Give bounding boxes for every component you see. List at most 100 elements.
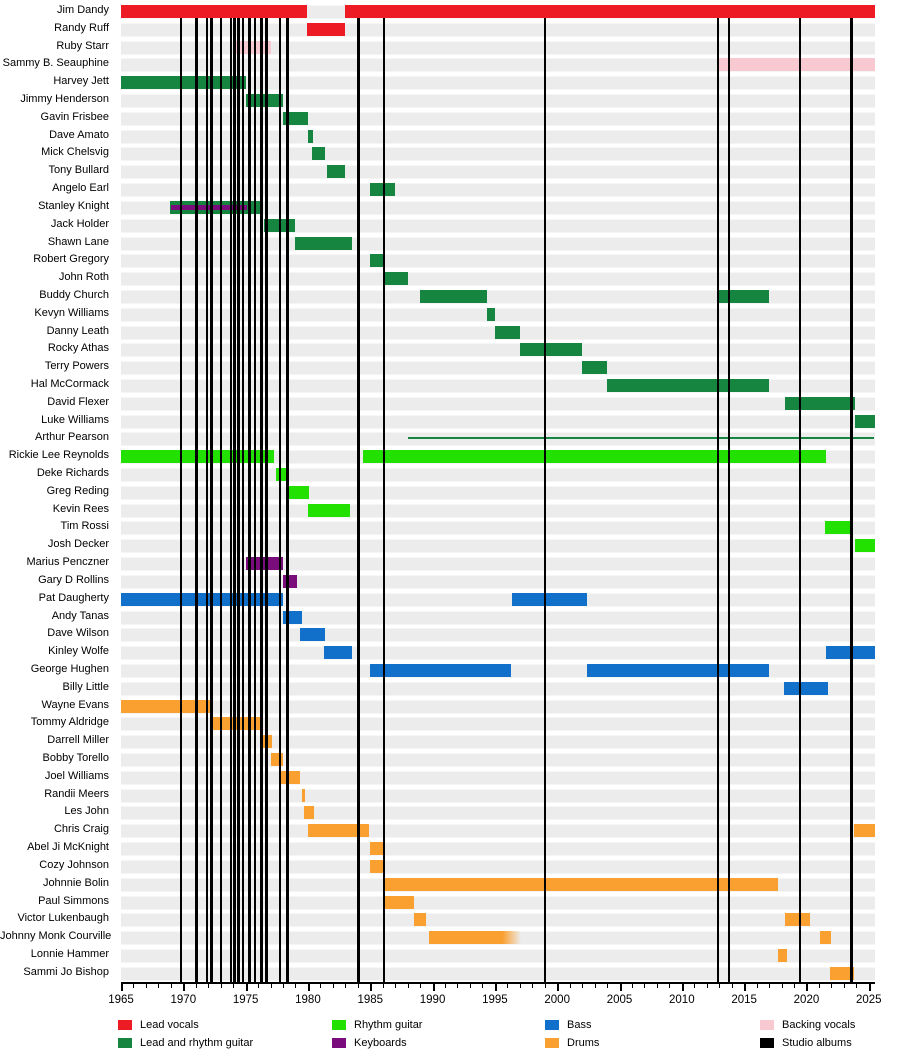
timeline-bar [382,877,778,891]
legend-swatch-bass [545,1020,559,1030]
member-label: Danny Leath [46,324,109,337]
timeline-bar [170,204,247,210]
axis-year-label: 1965 [108,993,134,1006]
member-label: Terry Powers [44,360,109,373]
timeline-bar [607,379,770,392]
axis-minor-tick [283,983,285,988]
axis-minor-tick [270,983,272,988]
timeline-bar [512,592,588,606]
timeline-bar [345,5,875,18]
axis-minor-tick [656,983,658,988]
axis-year-label: 2000 [544,993,570,1006]
legend-swatch-lead_vocals [118,1020,132,1030]
timeline-bar [494,325,520,339]
axis-major-tick [307,983,310,991]
member-label: Arthur Pearson [35,431,109,444]
axis-minor-tick [843,983,845,988]
axis-year-label: 1990 [419,993,446,1006]
row-band [121,910,875,929]
member-label: Chris Craig [53,823,109,836]
axis-minor-tick [445,983,447,988]
member-label: Rocky Athas [47,342,109,355]
studio-album-line [241,18,244,982]
timeline-bar [820,931,832,945]
legend-swatch-rhythm_guitar [332,1020,346,1030]
member-label: George Hughen [30,662,109,675]
studio-album-line [237,18,240,982]
row-band [121,304,875,323]
member-label: Kinley Wolfe [48,645,109,658]
timeline-bar [326,165,346,179]
timeline-bar [283,111,308,125]
member-label: Deke Richards [36,467,109,480]
axis-minor-tick [644,983,646,988]
member-label: Harvey Jett [53,75,109,88]
row-band [121,411,875,430]
timeline-bar [830,966,854,980]
member-label: Randy Ruff [54,21,109,34]
timeline-bar [855,414,875,428]
member-label: Wayne Evans [41,698,109,711]
member-label: Cozy Johnson [39,858,109,871]
member-label: Dave Wilson [47,627,109,640]
axis-major-tick [494,983,497,991]
axis-minor-tick [731,983,733,988]
row-band [121,839,875,857]
row-band [121,963,875,982]
axis-minor-tick [793,983,795,988]
timeline-bar [301,788,305,802]
axis-major-tick [245,983,248,991]
timeline-bar [428,931,522,945]
axis-year-label: 2010 [669,993,695,1006]
legend-swatch-lead_rhythm_guitar [118,1038,132,1048]
row-band [121,785,875,804]
timeline-bar [311,147,326,161]
studio-album-line [179,18,183,982]
axis-minor-tick [781,983,783,988]
axis-minor-tick [756,983,758,988]
member-label: Paul Simmons [38,894,109,907]
axis-major-tick [183,983,186,991]
studio-album-line [357,18,360,982]
legend-label: Backing vocals [782,1019,856,1031]
row-band [121,696,875,715]
row-band [121,215,875,234]
timeline-bar [288,485,310,499]
axis-minor-tick [295,983,297,988]
axis-major-tick [868,983,871,991]
legend-label: Lead vocals [140,1019,199,1031]
studio-album-line [229,18,233,982]
row-band [121,589,875,608]
axis-major-tick [370,983,373,991]
axis-minor-tick [544,983,546,988]
row-band [121,358,875,376]
legend-label: Drums [567,1037,600,1049]
timeline-bar [587,663,770,677]
row-band [121,73,875,92]
axis-minor-tick [669,983,671,988]
axis-year-label: 1975 [232,993,259,1006]
row-band [121,750,875,768]
timeline-bar [280,770,301,784]
row-band [121,767,875,786]
timeline-bar [307,129,313,143]
axis-minor-tick [507,983,509,988]
row-band [121,678,875,697]
axis-minor-tick [332,983,334,988]
row-band [121,269,875,287]
row-band [121,856,875,875]
axis-minor-tick [382,983,384,988]
member-label: Tony Bullard [48,164,109,177]
axis-minor-tick [818,983,820,988]
axis-minor-tick [133,983,135,988]
axis-minor-tick [831,983,833,988]
row-band [121,251,875,270]
legend-swatch-keyboards [332,1038,346,1048]
axis-minor-tick [482,983,484,988]
timeline-bar [306,22,346,36]
timeline-bar [784,681,828,695]
row-band [121,607,875,626]
timeline-bar [121,592,284,606]
row-band [121,482,875,501]
timeline-bar [304,806,314,820]
